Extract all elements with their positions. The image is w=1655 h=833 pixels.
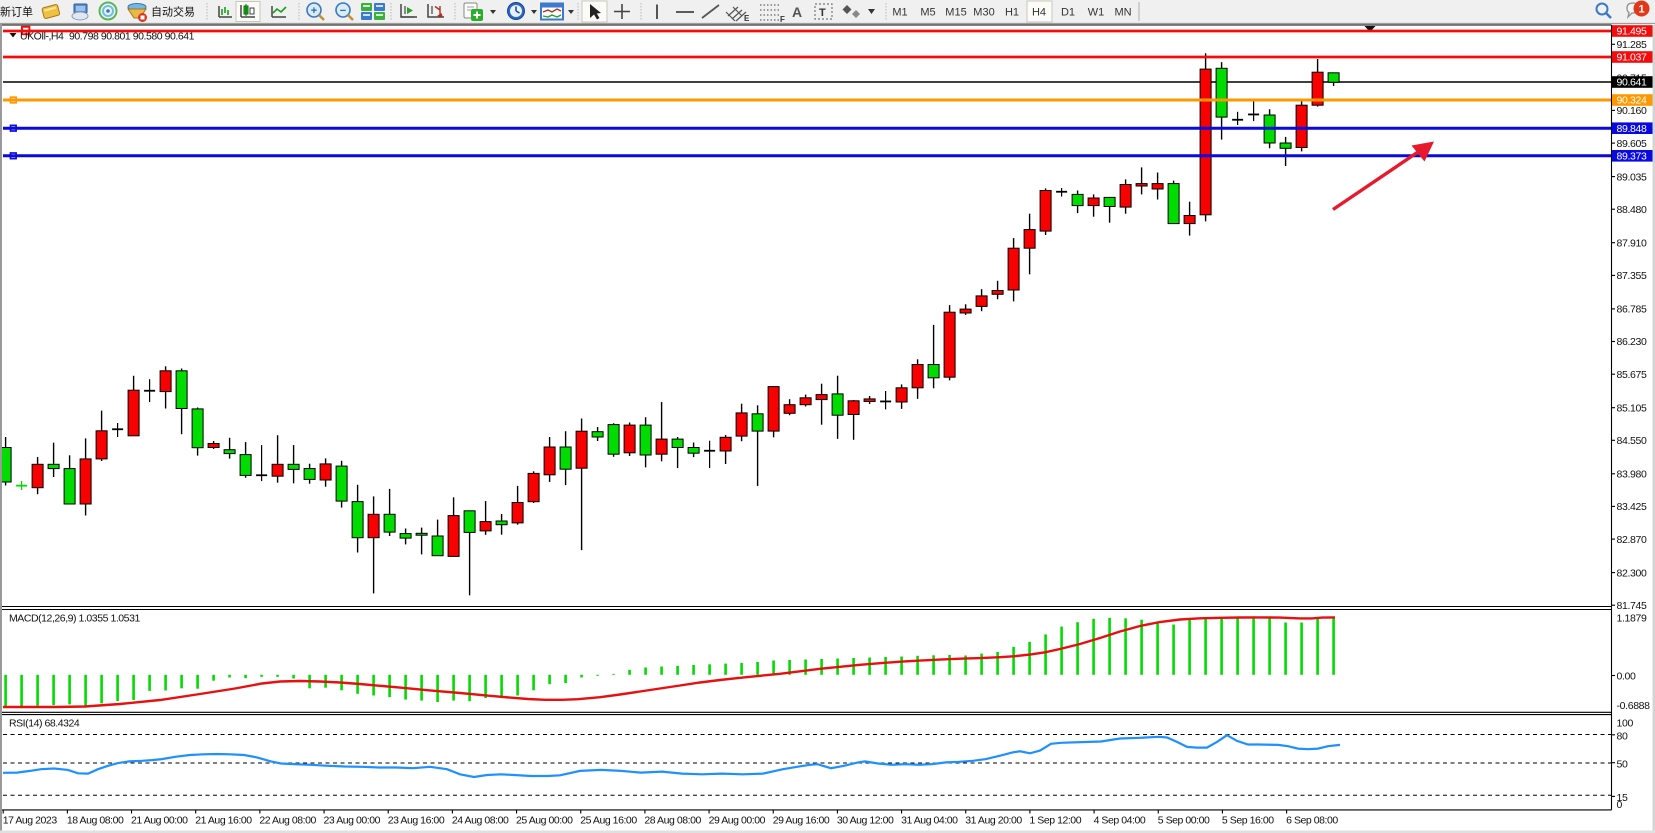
svg-text:80: 80: [1617, 731, 1628, 743]
svg-text:86.785: 86.785: [1617, 304, 1648, 316]
svg-text:88.480: 88.480: [1617, 204, 1648, 216]
svg-text:23 Aug 16:00: 23 Aug 16:00: [388, 815, 445, 827]
svg-text:18 Aug 08:00: 18 Aug 08:00: [67, 815, 124, 827]
svg-text:1: 1: [1638, 4, 1644, 16]
svg-text:RSI(14) 68.4324: RSI(14) 68.4324: [9, 718, 80, 730]
svg-text:82.870: 82.870: [1617, 534, 1648, 546]
svg-text:91.495: 91.495: [1617, 26, 1648, 38]
svg-text:29 Aug 00:00: 29 Aug 00:00: [709, 815, 766, 827]
svg-text:1.1879: 1.1879: [1617, 613, 1648, 625]
svg-text:21 Aug 16:00: 21 Aug 16:00: [195, 815, 252, 827]
svg-text:89.373: 89.373: [1617, 151, 1648, 163]
svg-text:89.848: 89.848: [1617, 123, 1648, 135]
svg-text:28 Aug 08:00: 28 Aug 08:00: [644, 815, 701, 827]
svg-text:87.355: 87.355: [1617, 270, 1648, 282]
svg-text:91.285: 91.285: [1617, 39, 1648, 51]
svg-text:85.105: 85.105: [1617, 402, 1648, 414]
svg-text:23 Aug 00:00: 23 Aug 00:00: [324, 815, 381, 827]
svg-text:81.745: 81.745: [1617, 600, 1648, 612]
svg-text:MACD(12,26,9) 1.0355 1.0531: MACD(12,26,9) 1.0355 1.0531: [9, 613, 140, 625]
svg-text:50: 50: [1617, 758, 1628, 770]
svg-text:89.605: 89.605: [1617, 138, 1648, 150]
svg-text:83.980: 83.980: [1617, 469, 1648, 481]
svg-text:83.425: 83.425: [1617, 501, 1648, 513]
svg-text:A: A: [792, 4, 802, 20]
svg-text:5 Sep 00:00: 5 Sep 00:00: [1158, 815, 1210, 827]
svg-text:21 Aug 00:00: 21 Aug 00:00: [131, 815, 188, 827]
svg-text:86.230: 86.230: [1617, 336, 1648, 348]
svg-text:F: F: [780, 15, 785, 24]
svg-text:82.300: 82.300: [1617, 567, 1648, 579]
svg-text:0: 0: [1617, 799, 1623, 811]
svg-text:91.037: 91.037: [1617, 52, 1648, 64]
svg-text:100: 100: [1617, 717, 1634, 729]
svg-text:31 Aug 04:00: 31 Aug 04:00: [901, 815, 958, 827]
svg-text:87.910: 87.910: [1617, 237, 1648, 249]
svg-text:M1: M1: [892, 7, 907, 19]
svg-text:15: 15: [1617, 792, 1628, 804]
svg-text:新订单: 新订单: [0, 5, 33, 19]
svg-text:17 Aug 2023: 17 Aug 2023: [3, 815, 58, 827]
svg-text:+: +: [311, 5, 317, 17]
svg-text:W1: W1: [1088, 7, 1105, 19]
svg-text:MN: MN: [1114, 7, 1131, 19]
svg-text:22 Aug 08:00: 22 Aug 08:00: [259, 815, 316, 827]
svg-text:E: E: [744, 14, 750, 23]
svg-text:H4: H4: [1032, 7, 1046, 19]
svg-text:-0.6888: -0.6888: [1617, 700, 1651, 712]
svg-text:6 Sep 08:00: 6 Sep 08:00: [1286, 815, 1338, 827]
svg-text:1 Sep 12:00: 1 Sep 12:00: [1029, 815, 1081, 827]
svg-text:UKOIl-,H4: UKOIl-,H4: [20, 31, 64, 43]
svg-text:H1: H1: [1005, 7, 1019, 19]
svg-text:90.798 90.801 90.580 90.641: 90.798 90.801 90.580 90.641: [69, 31, 195, 43]
svg-text:4 Sep 04:00: 4 Sep 04:00: [1094, 815, 1146, 827]
svg-text:90.160: 90.160: [1617, 105, 1648, 117]
svg-text:0.00: 0.00: [1617, 671, 1637, 683]
svg-text:自动交易: 自动交易: [151, 5, 195, 19]
svg-text:25 Aug 16:00: 25 Aug 16:00: [580, 815, 637, 827]
svg-text:30 Aug 12:00: 30 Aug 12:00: [837, 815, 894, 827]
svg-text:29 Aug 16:00: 29 Aug 16:00: [773, 815, 830, 827]
svg-text:89.035: 89.035: [1617, 171, 1648, 183]
svg-text:84.550: 84.550: [1617, 435, 1648, 447]
svg-text:31 Aug 20:00: 31 Aug 20:00: [965, 815, 1022, 827]
svg-text:90.641: 90.641: [1617, 77, 1648, 89]
svg-text:−: −: [340, 5, 346, 17]
svg-text:24 Aug 08:00: 24 Aug 08:00: [452, 815, 509, 827]
svg-text:5 Sep 16:00: 5 Sep 16:00: [1222, 815, 1274, 827]
svg-text:90.324: 90.324: [1617, 95, 1648, 107]
svg-text:M15: M15: [945, 7, 966, 19]
svg-text:M30: M30: [973, 7, 994, 19]
svg-text:25 Aug 00:00: 25 Aug 00:00: [516, 815, 573, 827]
svg-text:D1: D1: [1061, 7, 1075, 19]
svg-text:85.675: 85.675: [1617, 369, 1648, 381]
svg-text:T: T: [819, 7, 826, 19]
svg-text:M5: M5: [920, 7, 935, 19]
